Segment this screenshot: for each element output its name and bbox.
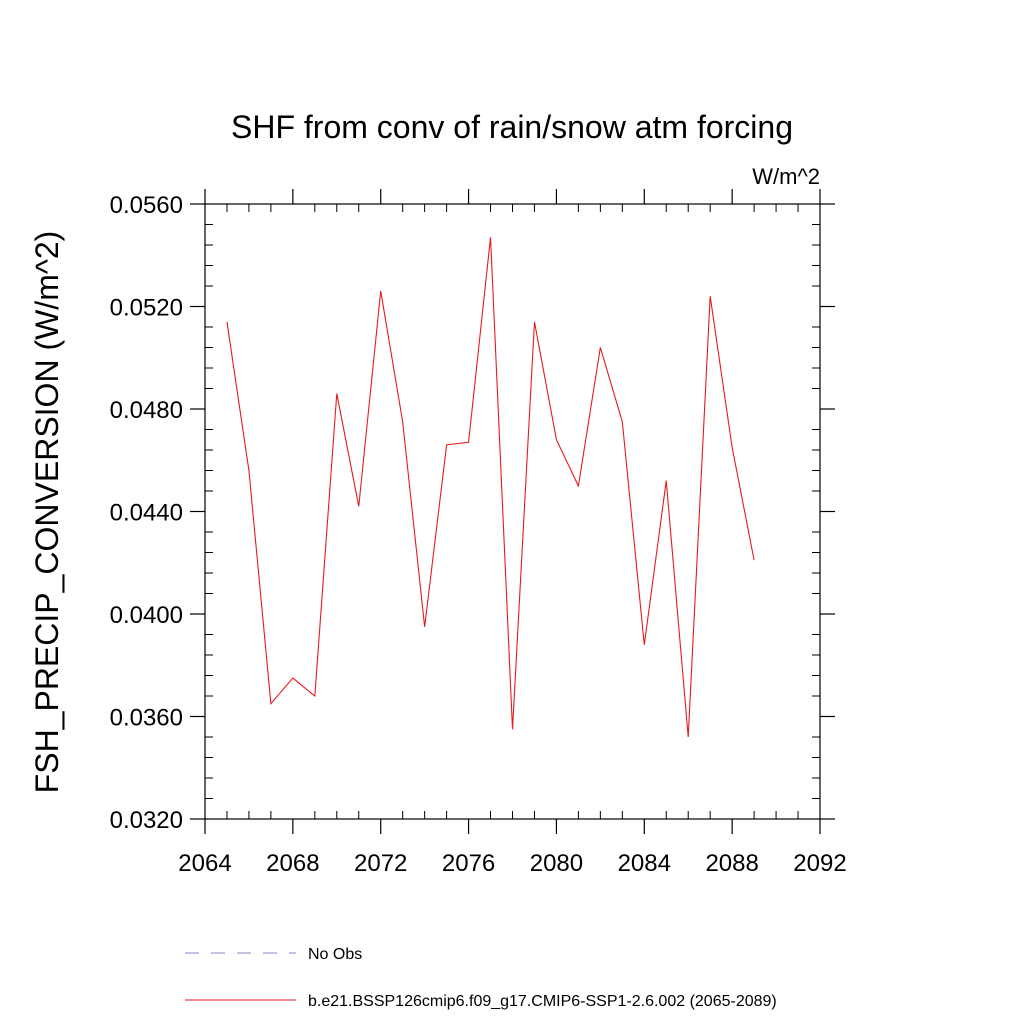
x-tick-label: 2076 bbox=[442, 850, 495, 877]
axis-ticks: 2064 2068 2072 2076 2080 2084 2088 2092 0.0320 0.… bbox=[110, 189, 847, 877]
series-layer bbox=[226, 237, 755, 738]
x-tick-label: 2084 bbox=[618, 850, 671, 877]
x-tick-label: 2072 bbox=[354, 850, 407, 877]
legend: No Obs b.e21.BSSP126cmip6.f09_g17.CMIP6-S… bbox=[185, 946, 777, 1010]
chart-title: SHF from conv of rain/snow atm forcing bbox=[231, 109, 793, 145]
legend-label-0: No Obs bbox=[308, 946, 362, 963]
x-tick-label: 2064 bbox=[178, 850, 231, 877]
y-tick-label: 0.0480 bbox=[110, 397, 183, 424]
x-tick-label: 2092 bbox=[793, 850, 846, 877]
legend-label-1: b.e21.BSSP126cmip6.f09_g17.CMIP6-SSP1-2.… bbox=[308, 993, 777, 1010]
series-line-0 bbox=[226, 237, 755, 738]
y-axis-label: FSH_PRECIP_CONVERSION (W/m^2) bbox=[29, 231, 65, 794]
x-tick-label: 2080 bbox=[530, 850, 583, 877]
y-tick-label: 0.0440 bbox=[110, 500, 183, 527]
units-label: W/m^2 bbox=[752, 164, 820, 189]
y-tick-label: 0.0520 bbox=[110, 295, 183, 322]
y-tick-label: 0.0320 bbox=[110, 807, 183, 834]
y-tick-label: 0.0360 bbox=[110, 705, 183, 732]
y-tick-label: 0.0560 bbox=[110, 192, 183, 219]
x-tick-label: 2088 bbox=[705, 850, 758, 877]
y-tick-label: 0.0400 bbox=[110, 602, 183, 629]
x-tick-label: 2068 bbox=[266, 850, 319, 877]
